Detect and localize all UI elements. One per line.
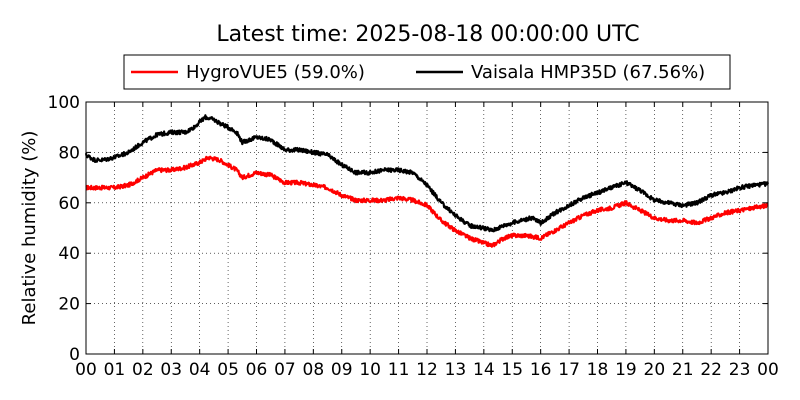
x-tick-label: 20 <box>644 360 666 380</box>
x-tick-label: 07 <box>274 360 296 380</box>
x-tick-label: 15 <box>501 360 523 380</box>
x-tick-label: 21 <box>672 360 694 380</box>
y-tick-label: 0 <box>69 345 80 365</box>
x-tick-label: 01 <box>104 360 126 380</box>
x-tick-label: 10 <box>359 360 381 380</box>
x-tick-label: 16 <box>530 360 552 380</box>
grid <box>86 102 768 354</box>
legend-label: Vaisala HMP35D (67.56%) <box>471 62 705 83</box>
x-axis: 00 01 02 03 04 05 06 07 08 09 10 11 12 13 14 15 16 17 18 19… <box>75 102 779 380</box>
x-tick-label: 18 <box>587 360 609 380</box>
y-axis-label: Relative humidity (%) <box>19 131 40 326</box>
x-tick-label: 14 <box>473 360 495 380</box>
series-layer <box>84 114 770 248</box>
legend-label: HygroVUE5 (59.0%) <box>186 62 365 83</box>
x-tick-label: 12 <box>416 360 438 380</box>
chart-title: Latest time: 2025-08-18 00:00:00 UTC <box>216 22 639 47</box>
series-line-vaisala-hmp35d <box>84 114 770 233</box>
x-tick-label: 00 <box>75 360 97 380</box>
plot-frame <box>85 101 769 355</box>
x-tick-label: 04 <box>189 360 211 380</box>
x-tick-label: 02 <box>132 360 154 380</box>
y-tick-label: 20 <box>58 295 80 315</box>
x-tick-label: 19 <box>615 360 637 380</box>
x-tick-label: 05 <box>217 360 239 380</box>
series-line-hygrovue5 <box>85 155 769 248</box>
x-tick-label: 08 <box>303 360 325 380</box>
x-tick-label: 09 <box>331 360 353 380</box>
x-tick-label: 06 <box>246 360 268 380</box>
x-tick-label: 13 <box>445 360 467 380</box>
x-tick-label: 17 <box>558 360 580 380</box>
x-tick-label: 00 <box>757 360 779 380</box>
y-tick-label: 40 <box>58 244 80 264</box>
y-tick-label: 60 <box>58 194 80 214</box>
x-tick-label: 22 <box>700 360 722 380</box>
y-axis: 0 20 40 60 80 100 <box>48 93 768 365</box>
legend: HygroVUE5 (59.0%) Vaisala HMP35D (67.56%) <box>123 54 731 90</box>
y-tick-label: 100 <box>48 93 80 113</box>
x-tick-label: 11 <box>388 360 410 380</box>
x-tick-label: 23 <box>729 360 751 380</box>
y-tick-label: 80 <box>58 143 80 163</box>
x-tick-label: 03 <box>160 360 182 380</box>
